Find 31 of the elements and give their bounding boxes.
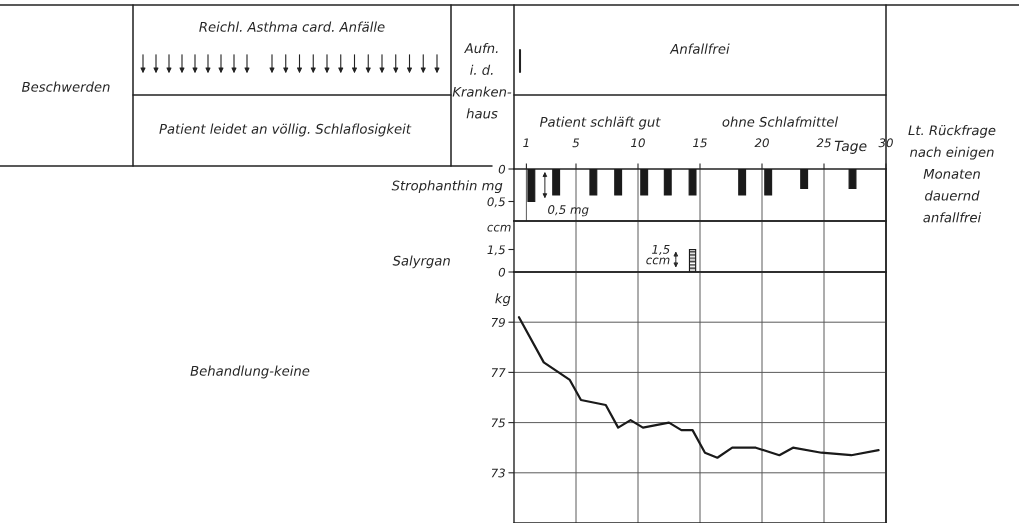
annotation: 1,5 ccm — [646, 245, 670, 265]
y-tick-label: 73 — [491, 468, 505, 478]
text: Patient schläft gut — [539, 116, 661, 130]
y-tick-label: 0,5 — [487, 197, 506, 208]
x-tick-label: 20 — [754, 138, 769, 148]
x-tick-label: 5 — [572, 138, 580, 148]
text: Reichl. Asthma card. Anfälle — [199, 21, 385, 32]
text: Patient leidet an völlig. Schlaflosigkeit — [159, 123, 412, 137]
y-tick-label: 0 — [498, 164, 506, 174]
text: ccm — [487, 224, 511, 232]
y-axis-title: kg — [495, 293, 511, 306]
text: Beschwerden — [21, 81, 110, 92]
x-tick-label: 1 — [523, 138, 529, 148]
x-axis-title: Tage — [834, 140, 867, 154]
annotation: 0,5 mg — [548, 205, 589, 217]
text: Aufn. i. d. Kranken- haus — [452, 42, 512, 119]
y-tick-label: 0 — [498, 267, 506, 277]
y-tick-label: 77 — [491, 368, 506, 377]
x-tick-label: 15 — [693, 138, 707, 148]
text: Anfallfrei — [669, 43, 730, 54]
text: Behandlung-keine — [190, 365, 310, 379]
x-tick-label: 25 — [816, 138, 831, 148]
text: ohne Schlafmittel — [722, 116, 839, 127]
y-tick-label: 1,5 — [487, 245, 506, 256]
text: Lt. Rückfrage nach einigen Monaten dauernd anfallfrei — [908, 125, 996, 223]
y-axis-title: Salyrgan — [392, 255, 450, 269]
y-tick-label: 79 — [491, 317, 505, 327]
x-tick-label: 10 — [631, 138, 645, 148]
y-axis-title: Strophanthin mg — [391, 180, 503, 194]
line-series — [517, 316, 880, 459]
y-tick-label: 75 — [491, 418, 506, 428]
